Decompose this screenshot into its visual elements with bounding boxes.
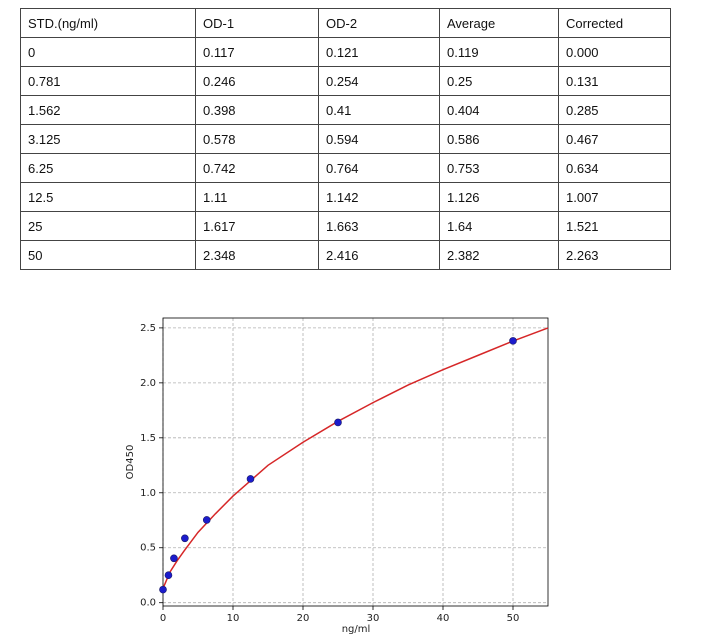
x-tick-label: 40 [437,613,450,624]
table-cell: 0.117 [195,37,319,67]
table-cell: 12.5 [20,182,196,212]
table-cell: 0.742 [195,153,319,183]
x-axis-label: ng/ml [342,624,371,635]
y-tick-label: 2.0 [140,378,156,389]
data-point [246,475,255,483]
data-point [164,571,173,580]
table-cell: 2.382 [439,240,559,270]
table-cell: 0.41 [318,95,440,125]
table-cell: 0.404 [439,95,559,125]
table-cell: 0.753 [439,153,559,183]
data-table: STD.(ng/ml) OD-1 OD-2 Average Corrected 0 0.11… [20,8,671,270]
y-axis-label: OD450 [125,445,136,480]
table-cell: 1.007 [558,182,671,212]
table-cell: 1.562 [20,95,196,125]
figure-background [108,288,566,640]
x-tick-label: 30 [367,613,380,624]
x-tick-label: 0 [160,613,166,624]
fit-curve [162,327,549,589]
header-cell: Average [439,8,559,38]
table-cell: 0.578 [195,124,319,154]
table-row: 1.562 0.398 0.41 0.404 0.285 [20,95,671,125]
data-point [202,516,211,524]
table-row: 50 2.348 2.416 2.382 2.263 [20,240,671,270]
header-cell: OD-1 [195,8,319,38]
x-tick-label: 10 [227,613,240,624]
table-cell: 1.64 [439,211,559,241]
table-cell: 2.348 [195,240,319,270]
y-tick-label: 1.5 [140,433,156,444]
plot-frame [162,317,549,607]
table-cell: 0.121 [318,37,440,67]
table-cell: 0.634 [558,153,671,183]
y-tick-label: 0.5 [140,543,156,554]
table-cell: 50 [20,240,196,270]
y-tick-label: 1.0 [140,488,156,499]
table-row: 25 1.617 1.663 1.64 1.521 [20,211,671,241]
table-cell: 0.25 [439,66,559,96]
data-point [159,585,167,594]
table-row: 0 0.117 0.121 0.119 0.000 [20,37,671,67]
y-tick-label: 0.0 [140,598,156,609]
y-tick-label: 2.5 [140,323,156,334]
data-point [170,554,178,563]
x-tick-label: 50 [507,613,520,624]
table-cell: 0.586 [439,124,559,154]
table-row: STD.(ng/ml) OD-1 OD-2 Average Corrected [20,8,671,38]
x-tick-label: 20 [297,613,310,624]
table-cell: 1.521 [558,211,671,241]
table-cell: 0.254 [318,66,440,96]
data-point [181,534,189,543]
data-point [509,337,517,345]
table-cell: 2.263 [558,240,671,270]
header-cell: STD.(ng/ml) [20,8,196,38]
header-cell: Corrected [558,8,671,38]
data-point [334,418,342,427]
